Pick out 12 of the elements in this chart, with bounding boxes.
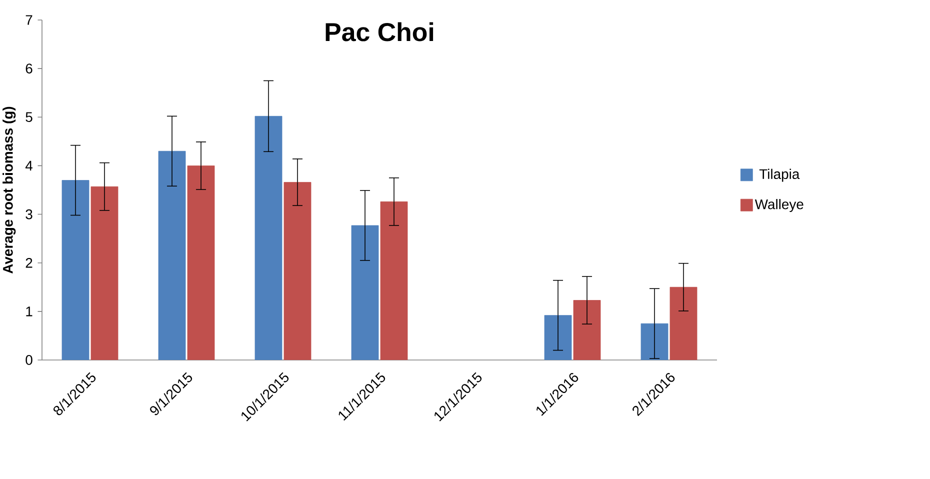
y-tick-label: 4 <box>25 160 32 171</box>
y-tick-label: 6 <box>26 64 32 74</box>
legend-label: Tilapia <box>759 168 800 182</box>
legend-label: Walleye <box>754 198 804 212</box>
chart-title: Pac Choi <box>326 22 434 42</box>
y-tick-label: 2 <box>26 258 32 268</box>
y-tick-label: 3 <box>26 209 32 220</box>
y-axis-title: Average root biomass (g) <box>2 106 16 274</box>
y-tick-label: 1 <box>26 306 32 316</box>
y-tick-label: 7 <box>26 15 32 25</box>
y-tick-label: 0 <box>26 355 32 365</box>
y-tick-label: 5 <box>26 112 32 122</box>
